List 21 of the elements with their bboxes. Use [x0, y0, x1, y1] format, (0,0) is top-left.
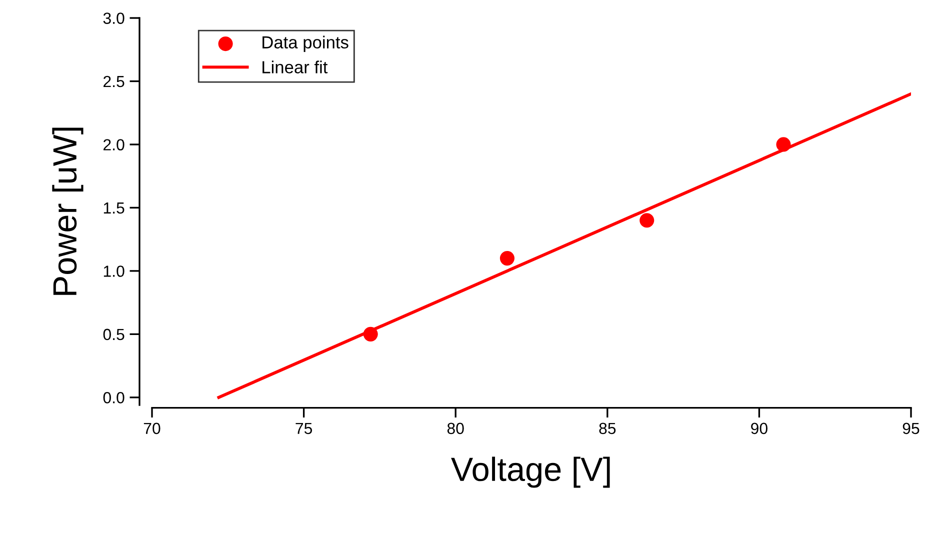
y-tick-label: 1.0 [104, 266, 124, 277]
y-tick-label: 1.5 [104, 202, 124, 214]
y-tick-label: 2.5 [104, 76, 124, 88]
x-tick-label: 75 [296, 422, 312, 434]
y-tick-label: 3.0 [103, 12, 124, 24]
x-tick-label: 80 [447, 422, 464, 434]
x-axis-title: Voltage [V] [451, 456, 610, 488]
legend-label: Data points [262, 36, 348, 52]
x-tick-label: 95 [902, 422, 920, 434]
point [363, 326, 378, 342]
x-tick-label: 90 [751, 422, 768, 434]
y-axis-title: Power [uW] [52, 128, 84, 295]
point [776, 137, 791, 152]
legend-label: Linear fit [262, 60, 328, 74]
point [640, 213, 654, 228]
y-tick-label: 2.0 [104, 139, 124, 150]
y-tick-label: 0.0 [103, 392, 124, 404]
x-tick-label: 70 [144, 422, 160, 434]
x-tick-label: 85 [599, 422, 616, 434]
point [500, 251, 514, 266]
y-tick-label: 0.5 [103, 328, 124, 340]
